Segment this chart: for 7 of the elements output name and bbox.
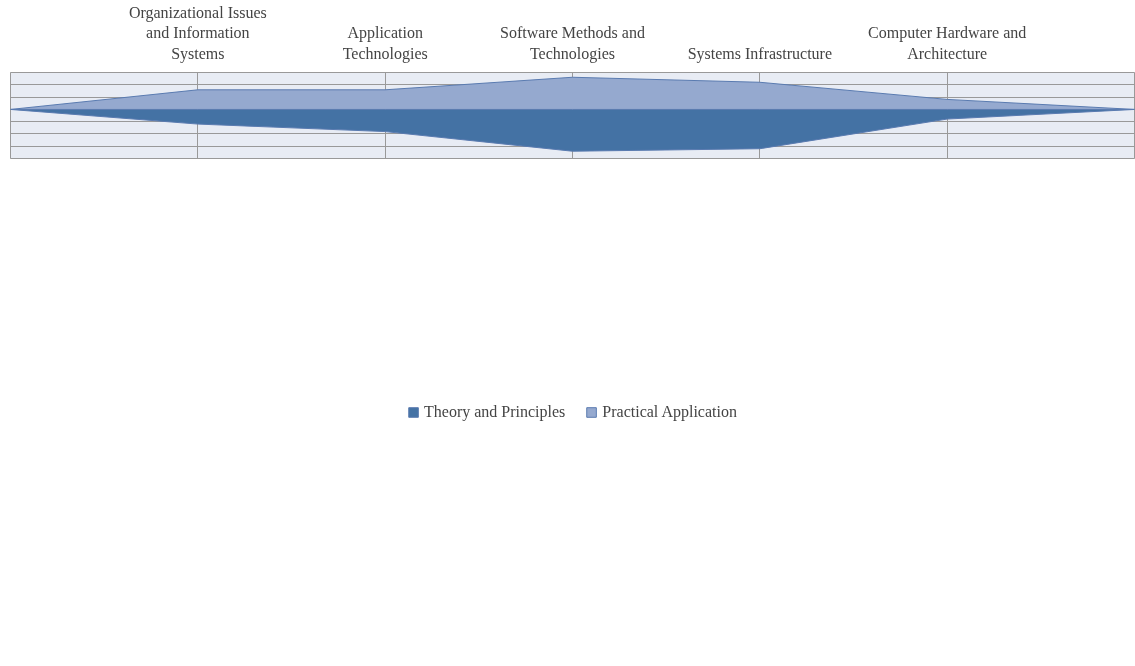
- x-tick-label: Systems Infrastructure: [687, 44, 833, 63]
- x-tick-label: Software Methods and Technologies: [500, 24, 645, 63]
- x-tick-label: Organizational Issues and Information Systems: [128, 3, 267, 63]
- legend-label: Theory and Principles: [424, 403, 566, 421]
- x-tick-label: Computer Hardware and Architecture: [868, 24, 1027, 62]
- x-tick-label: Application Technologies: [342, 24, 428, 63]
- legend-label: Practical Application: [602, 403, 737, 421]
